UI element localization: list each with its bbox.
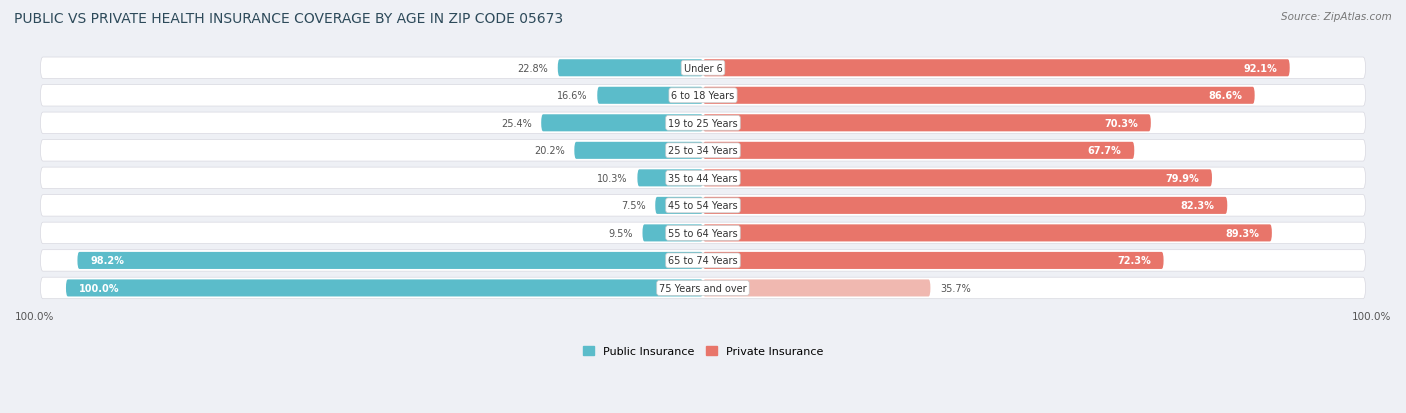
Text: 100.0%: 100.0%	[79, 283, 120, 293]
FancyBboxPatch shape	[41, 113, 1365, 134]
FancyBboxPatch shape	[703, 252, 1164, 269]
FancyBboxPatch shape	[41, 195, 1365, 216]
FancyBboxPatch shape	[655, 197, 703, 214]
Text: 55 to 64 Years: 55 to 64 Years	[668, 228, 738, 238]
FancyBboxPatch shape	[41, 250, 1365, 271]
FancyBboxPatch shape	[541, 115, 703, 132]
FancyBboxPatch shape	[703, 60, 1289, 77]
FancyBboxPatch shape	[41, 223, 1365, 244]
Text: 79.9%: 79.9%	[1166, 173, 1199, 183]
FancyBboxPatch shape	[41, 168, 1365, 189]
FancyBboxPatch shape	[77, 252, 703, 269]
FancyBboxPatch shape	[637, 170, 703, 187]
Text: 16.6%: 16.6%	[557, 91, 588, 101]
Text: 22.8%: 22.8%	[517, 64, 548, 74]
Text: 82.3%: 82.3%	[1181, 201, 1215, 211]
Text: 10.3%: 10.3%	[598, 173, 628, 183]
Text: 20.2%: 20.2%	[534, 146, 565, 156]
Text: 19 to 25 Years: 19 to 25 Years	[668, 119, 738, 128]
FancyBboxPatch shape	[703, 170, 1212, 187]
Text: 7.5%: 7.5%	[621, 201, 645, 211]
Text: 98.2%: 98.2%	[90, 256, 124, 266]
FancyBboxPatch shape	[598, 88, 703, 104]
FancyBboxPatch shape	[41, 140, 1365, 161]
FancyBboxPatch shape	[574, 142, 703, 159]
FancyBboxPatch shape	[703, 115, 1152, 132]
FancyBboxPatch shape	[558, 60, 703, 77]
FancyBboxPatch shape	[643, 225, 703, 242]
Text: 25 to 34 Years: 25 to 34 Years	[668, 146, 738, 156]
Text: 89.3%: 89.3%	[1225, 228, 1260, 238]
Text: 35 to 44 Years: 35 to 44 Years	[668, 173, 738, 183]
Text: 67.7%: 67.7%	[1088, 146, 1122, 156]
FancyBboxPatch shape	[703, 225, 1272, 242]
Text: 6 to 18 Years: 6 to 18 Years	[672, 91, 734, 101]
Text: 100.0%: 100.0%	[15, 311, 55, 321]
Text: 9.5%: 9.5%	[609, 228, 633, 238]
Text: 35.7%: 35.7%	[941, 283, 970, 293]
Text: Under 6: Under 6	[683, 64, 723, 74]
FancyBboxPatch shape	[703, 197, 1227, 214]
Text: 25.4%: 25.4%	[501, 119, 531, 128]
Text: Source: ZipAtlas.com: Source: ZipAtlas.com	[1281, 12, 1392, 22]
Text: 100.0%: 100.0%	[1351, 311, 1391, 321]
FancyBboxPatch shape	[703, 142, 1135, 159]
Text: 65 to 74 Years: 65 to 74 Years	[668, 256, 738, 266]
Text: 75 Years and over: 75 Years and over	[659, 283, 747, 293]
FancyBboxPatch shape	[41, 58, 1365, 79]
FancyBboxPatch shape	[41, 278, 1365, 299]
Text: 86.6%: 86.6%	[1208, 91, 1241, 101]
FancyBboxPatch shape	[66, 280, 703, 297]
Text: 72.3%: 72.3%	[1118, 256, 1152, 266]
Text: 92.1%: 92.1%	[1243, 64, 1277, 74]
FancyBboxPatch shape	[703, 280, 931, 297]
FancyBboxPatch shape	[703, 88, 1254, 104]
Text: 45 to 54 Years: 45 to 54 Years	[668, 201, 738, 211]
FancyBboxPatch shape	[41, 85, 1365, 107]
Text: 70.3%: 70.3%	[1104, 119, 1137, 128]
Legend: Public Insurance, Private Insurance: Public Insurance, Private Insurance	[579, 342, 827, 361]
Text: PUBLIC VS PRIVATE HEALTH INSURANCE COVERAGE BY AGE IN ZIP CODE 05673: PUBLIC VS PRIVATE HEALTH INSURANCE COVER…	[14, 12, 564, 26]
